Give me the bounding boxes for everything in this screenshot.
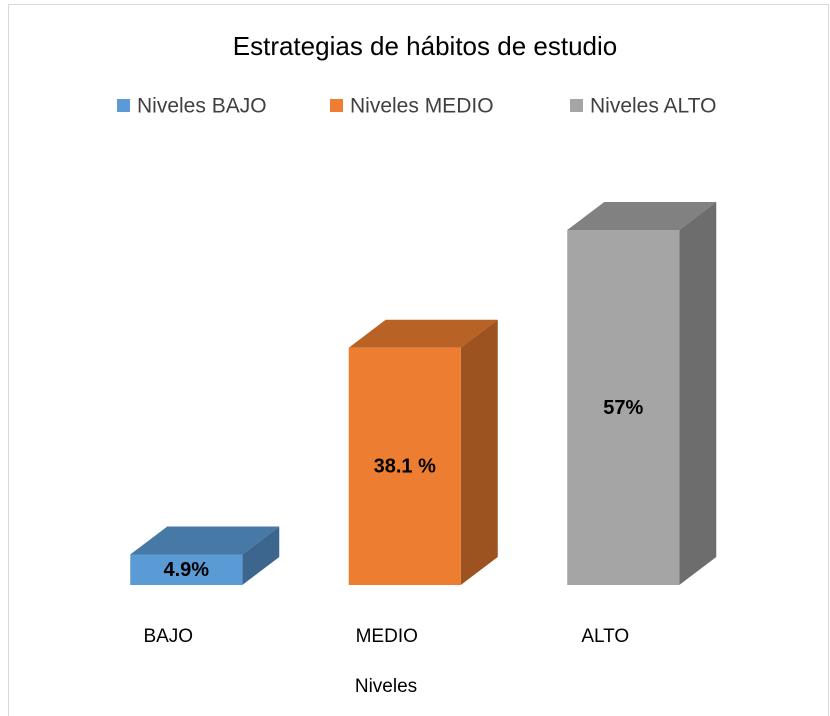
legend-swatch — [117, 99, 130, 112]
x-tick-label: MEDIO — [356, 626, 418, 647]
bar — [567, 202, 717, 585]
legend-label: Niveles ALTO — [590, 95, 716, 118]
data-label: 38.1 % — [374, 456, 436, 478]
x-tick-label: BAJO — [143, 626, 193, 647]
chart-title: Estrategias de hábitos de estudio — [233, 31, 617, 61]
bar-top — [348, 319, 498, 348]
bar-top — [567, 202, 717, 230]
x-axis-title: Niveles — [355, 676, 417, 697]
bar-front — [567, 230, 680, 585]
bar-top — [130, 526, 280, 555]
legend-label: Niveles MEDIO — [350, 95, 494, 118]
data-label: 57% — [603, 397, 643, 419]
legend-label: Niveles BAJO — [137, 95, 267, 118]
data-label: 4.9% — [163, 559, 209, 581]
bar-front — [348, 347, 461, 585]
x-tick-label: ALTO — [581, 626, 629, 647]
bar — [130, 526, 280, 585]
bar-side — [679, 202, 717, 585]
legend-swatch — [570, 99, 583, 112]
bar — [348, 319, 498, 585]
legend-swatch — [330, 99, 343, 112]
bar-side — [242, 526, 280, 585]
bar-front — [130, 554, 243, 585]
bar-side — [460, 319, 498, 585]
